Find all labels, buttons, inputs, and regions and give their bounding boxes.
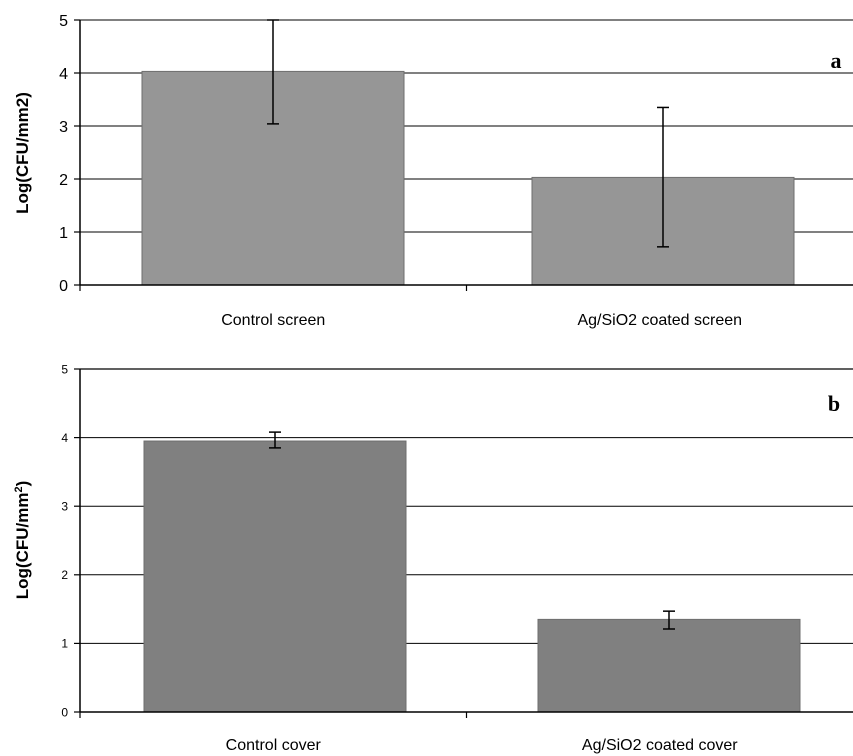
x-category-label-b-0: Control cover: [226, 737, 322, 754]
panel-label-b: b: [828, 391, 840, 416]
y-axis-title-b: Log(CFU/mm2): [13, 481, 32, 600]
y-ticks-a: 0 1 2 3 4 5: [59, 13, 80, 295]
y-tick-label-b-1: 1: [61, 637, 68, 651]
y-axis-title-b-end: ): [13, 481, 32, 487]
bar-b-1: [537, 618, 801, 713]
y-tick-label-a-4: 4: [59, 66, 68, 83]
y-tick-label-b-4: 4: [61, 431, 68, 445]
chart-panel-a: 0 1 2 3 4 5 Control screen Ag/SiO2 coated scre…: [13, 13, 853, 329]
y-ticks-b: 0 1 2 3 4 5: [61, 362, 80, 719]
chart-panel-b: 0 1 2 3 4 5 Control cover Ag/SiO2 coated cover…: [13, 362, 853, 754]
y-tick-label-a-1: 1: [59, 225, 68, 242]
y-tick-label-b-2: 2: [61, 568, 68, 582]
error-bar-b-1: [663, 610, 675, 630]
error-bar-a-1: [657, 106, 669, 248]
y-tick-label-b-5: 5: [61, 362, 68, 376]
x-category-label-a-1: Ag/SiO2 coated screen: [577, 312, 742, 329]
y-tick-label-a-2: 2: [59, 172, 68, 189]
error-bar-a-0: [267, 19, 279, 125]
y-tick-label-a-0: 0: [59, 278, 68, 295]
error-bars-a: [267, 19, 669, 248]
x-category-label-b-1: Ag/SiO2 coated cover: [582, 737, 738, 754]
y-axis-title-a: Log(CFU/mm2): [13, 92, 32, 214]
x-category-label-a-0: Control screen: [221, 312, 325, 329]
error-bars-b: [269, 431, 675, 630]
y-axis-title-b-base: Log(CFU/mm: [13, 493, 32, 600]
y-tick-label-b-0: 0: [61, 705, 68, 719]
error-bar-b-0: [269, 431, 281, 449]
panel-label-a: a: [831, 48, 842, 73]
x-ticks-a: Control screen Ag/SiO2 coated screen: [79, 285, 742, 329]
bars-a: [141, 70, 795, 286]
bars-b: [143, 440, 801, 713]
y-tick-label-a-5: 5: [59, 13, 68, 30]
y-axis-title-b-superscript: 2: [13, 486, 25, 492]
y-tick-label-a-3: 3: [59, 119, 68, 136]
y-tick-label-b-3: 3: [61, 500, 68, 514]
x-ticks-b: Control cover Ag/SiO2 coated cover: [79, 712, 738, 754]
bar-b-0: [143, 440, 407, 713]
